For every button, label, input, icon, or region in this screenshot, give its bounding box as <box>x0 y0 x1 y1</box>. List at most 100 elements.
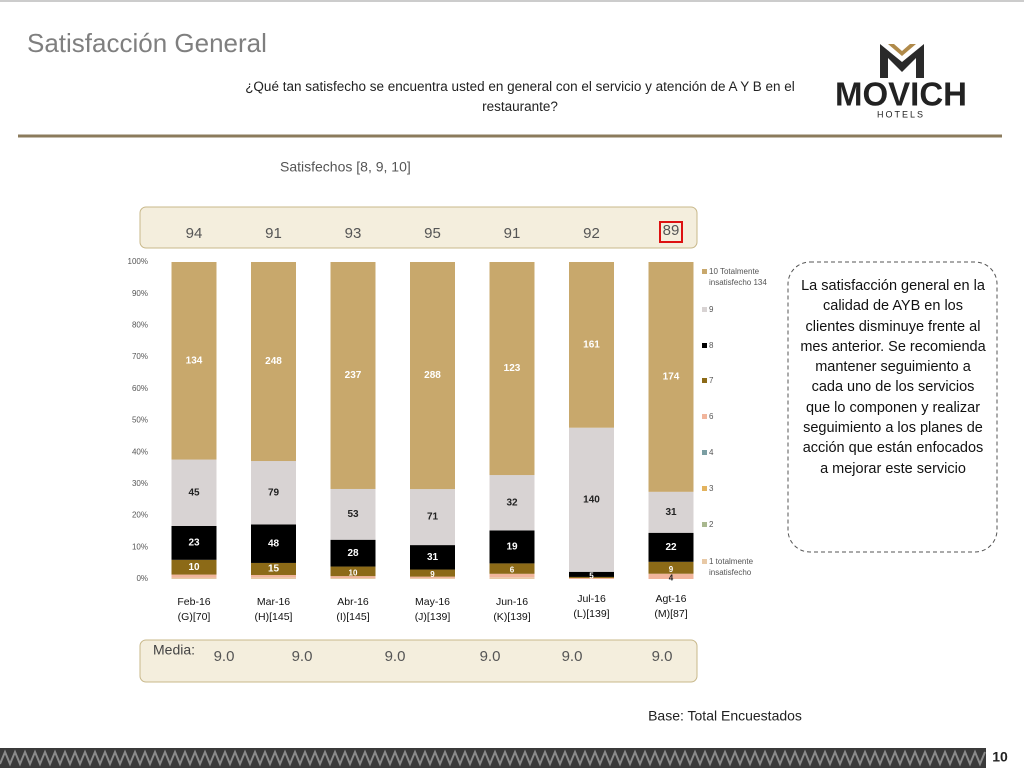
bar-segment <box>648 532 694 562</box>
bar-segment <box>489 475 535 531</box>
value-label: 140 <box>583 494 600 505</box>
y-tick-label: 90% <box>132 289 148 298</box>
value-label: 53 <box>347 509 359 520</box>
bar-segment <box>171 525 217 560</box>
bar-segment <box>648 262 694 492</box>
y-tick-label: 100% <box>128 257 148 266</box>
x-tick-label: Abr-16 <box>337 596 369 608</box>
value-label: 4 <box>669 573 674 582</box>
x-tick-label: May-16 <box>415 596 450 608</box>
y-tick-label: 20% <box>132 511 148 520</box>
bar-segment <box>330 488 376 540</box>
media-value: 9.0 <box>480 648 501 665</box>
bar-segment <box>648 573 694 579</box>
satisfied-value: 89 <box>663 222 680 239</box>
bar-segment <box>330 262 376 489</box>
x-tick-sublabel: (G)[70] <box>178 611 211 623</box>
bar-segment <box>330 539 376 567</box>
x-tick-label: Jun-16 <box>496 596 528 608</box>
bar-segment <box>171 262 217 460</box>
value-label: 23 <box>188 538 200 549</box>
bar-segment <box>251 461 296 525</box>
media-value: 9.0 <box>562 648 583 665</box>
value-label: 31 <box>427 552 439 563</box>
value-label: 19 <box>506 542 518 553</box>
bar-segment <box>569 576 614 578</box>
bar-segment <box>330 578 376 579</box>
bar-segment <box>171 577 217 579</box>
legend-swatch <box>702 559 707 564</box>
bar-segment <box>648 491 694 533</box>
value-label: 10 <box>349 568 358 577</box>
legend-label: 9 <box>709 305 714 314</box>
y-tick-label: 10% <box>132 542 148 551</box>
bar-segment <box>569 427 614 572</box>
value-label: 174 <box>663 372 680 383</box>
y-tick-label: 80% <box>132 321 148 330</box>
value-label: 237 <box>345 370 362 381</box>
media-label: Media: <box>153 642 195 658</box>
bar-segment <box>330 576 376 579</box>
bar-segment <box>171 459 217 526</box>
legend-label: 7 <box>709 376 714 385</box>
legend-swatch <box>702 486 707 491</box>
bar-segment <box>489 530 535 564</box>
bar-segment <box>569 262 614 428</box>
logo-text: MOVICH <box>835 76 967 113</box>
legend-label: 2 <box>709 520 714 529</box>
bar-segment <box>489 573 535 578</box>
bar-segment <box>171 559 217 575</box>
media-band <box>139 639 698 683</box>
legend-swatch <box>702 269 707 274</box>
bar-segment <box>251 524 296 563</box>
bar-segment <box>489 563 535 574</box>
x-tick-label: Agt-16 <box>656 593 687 605</box>
value-label: 5 <box>589 571 594 580</box>
title: Satisfacción General <box>27 28 267 58</box>
bar-segment <box>648 561 694 574</box>
bar-segment <box>251 262 296 462</box>
bar-segment <box>251 577 296 579</box>
y-tick-label: 0% <box>136 574 148 583</box>
satisfied-label: Satisfechos [8, 9, 10] <box>280 159 411 175</box>
bar-segment <box>410 576 455 579</box>
satisfied-value: 91 <box>504 225 521 242</box>
legend-swatch <box>702 522 707 527</box>
satisfied-value: 93 <box>345 225 362 242</box>
media-value: 9.0 <box>652 648 673 665</box>
legend-swatch <box>702 378 707 383</box>
x-tick-sublabel: (J)[139] <box>415 611 451 623</box>
legend-swatch <box>702 414 707 419</box>
x-tick-sublabel: (M)[87] <box>654 608 687 620</box>
x-tick-label: Mar-16 <box>257 596 290 608</box>
page-number: 10 <box>992 749 1008 765</box>
value-label: 22 <box>665 542 677 553</box>
value-label: 9 <box>669 565 674 574</box>
media-value: 9.0 <box>214 648 235 665</box>
satisfied-value: 95 <box>424 225 441 242</box>
value-label: 9 <box>430 570 435 579</box>
bar-segment <box>251 562 296 575</box>
legend-label: 8 <box>709 341 714 350</box>
satisfied-band <box>139 206 698 249</box>
bar-segment <box>489 577 535 579</box>
value-label: 48 <box>268 538 280 549</box>
value-label: 10 <box>188 562 200 573</box>
value-label: 28 <box>347 548 359 559</box>
x-tick-label: Feb-16 <box>177 596 210 608</box>
media-value: 9.0 <box>385 648 406 665</box>
value-label: 288 <box>424 370 441 381</box>
legend-label: 3 <box>709 484 714 493</box>
y-tick-label: 30% <box>132 479 148 488</box>
legend-label: 10 Totalmente insatisfecho 134 <box>709 267 767 287</box>
legend-label: 6 <box>709 412 714 421</box>
bar-segment <box>489 262 535 476</box>
satisfied-value: 91 <box>265 225 282 242</box>
value-label: 79 <box>268 487 280 498</box>
logo-sub: HOTELS <box>877 109 925 119</box>
value-label: 15 <box>268 564 280 575</box>
bar-segment <box>569 571 614 577</box>
question: ¿Qué tan satisfecho se encuentra usted e… <box>245 79 795 114</box>
